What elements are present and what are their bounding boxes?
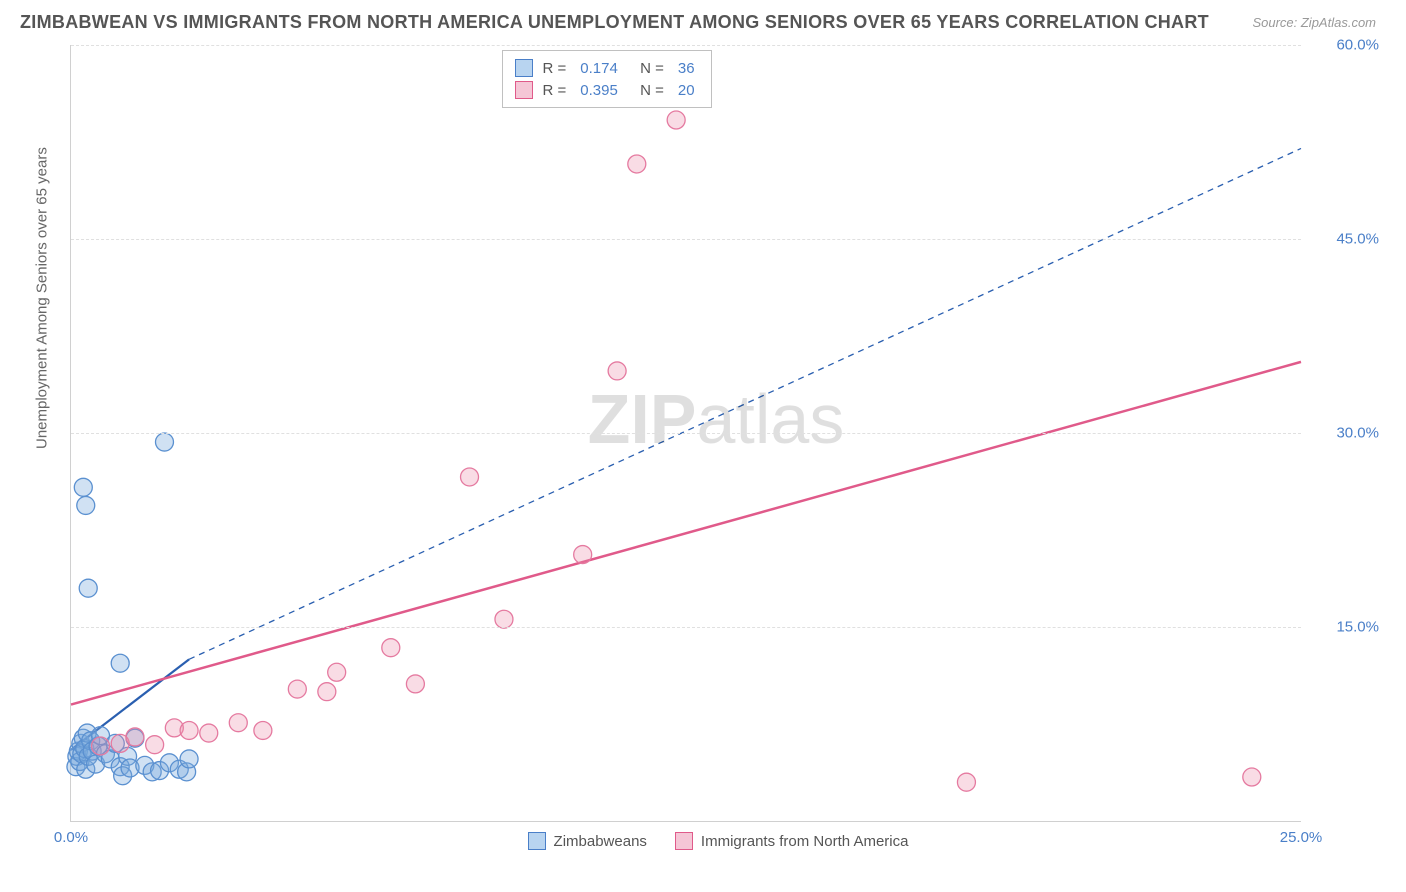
chart-container: Unemployment Among Seniors over 65 years… <box>50 45 1386 852</box>
chart-title: ZIMBABWEAN VS IMMIGRANTS FROM NORTH AMER… <box>20 12 1209 33</box>
legend-label: Immigrants from North America <box>701 833 909 850</box>
point-zimbabweans <box>180 750 198 768</box>
legend-swatch <box>528 832 546 850</box>
grid-line <box>71 239 1301 240</box>
stat-n-label: N = <box>632 60 664 77</box>
trend-line-immigrants-na <box>71 362 1301 705</box>
point-zimbabweans <box>155 433 173 451</box>
swatch-zimbabweans <box>515 59 533 77</box>
stats-box: R = 0.174 N = 36 R = 0.395 N = 20 <box>502 50 712 108</box>
grid-line <box>71 627 1301 628</box>
chart-header: ZIMBABWEAN VS IMMIGRANTS FROM NORTH AMER… <box>0 0 1406 41</box>
y-tick-label: 30.0% <box>1309 425 1379 442</box>
point-immigrants-na <box>495 610 513 628</box>
y-tick-label: 45.0% <box>1309 231 1379 248</box>
point-zimbabweans <box>79 579 97 597</box>
chart-source: Source: ZipAtlas.com <box>1252 15 1376 30</box>
point-immigrants-na <box>628 155 646 173</box>
point-immigrants-na <box>318 683 336 701</box>
point-immigrants-na <box>229 714 247 732</box>
stat-r-value: 0.395 <box>576 82 622 99</box>
grid-line <box>71 433 1301 434</box>
point-zimbabweans <box>111 654 129 672</box>
stat-n-label: N = <box>632 82 664 99</box>
y-axis-title: Unemployment Among Seniors over 65 years <box>34 147 51 449</box>
stat-r-label: R = <box>543 82 567 99</box>
stat-r-label: R = <box>543 60 567 77</box>
point-zimbabweans <box>77 496 95 514</box>
point-immigrants-na <box>461 468 479 486</box>
point-immigrants-na <box>1243 768 1261 786</box>
trend-ext-zimbabweans <box>189 148 1301 659</box>
stat-n-value: 36 <box>674 60 699 77</box>
stats-row-immigrants-na: R = 0.395 N = 20 <box>515 79 699 101</box>
y-tick-label: 15.0% <box>1309 619 1379 636</box>
point-immigrants-na <box>254 721 272 739</box>
legend-item: Zimbabweans <box>528 832 647 850</box>
point-immigrants-na <box>667 111 685 129</box>
y-tick-label: 60.0% <box>1309 37 1379 54</box>
point-immigrants-na <box>957 773 975 791</box>
point-immigrants-na <box>608 362 626 380</box>
plot-area: ZIPatlas R =0.174 N =36R =0.395 N =20 15… <box>70 45 1301 822</box>
point-immigrants-na <box>406 675 424 693</box>
point-immigrants-na <box>574 546 592 564</box>
legend-label: Zimbabweans <box>554 833 647 850</box>
stat-n-value: 20 <box>674 82 699 99</box>
point-immigrants-na <box>288 680 306 698</box>
legend-item: Immigrants from North America <box>675 832 909 850</box>
point-immigrants-na <box>382 639 400 657</box>
bottom-legend: Zimbabweans Immigrants from North America <box>50 832 1386 850</box>
point-immigrants-na <box>328 663 346 681</box>
point-immigrants-na <box>92 737 110 755</box>
point-immigrants-na <box>200 724 218 742</box>
point-immigrants-na <box>126 728 144 746</box>
stat-r-value: 0.174 <box>576 60 622 77</box>
point-immigrants-na <box>146 736 164 754</box>
stats-row-zimbabweans: R = 0.174 N = 36 <box>515 57 699 79</box>
point-immigrants-na <box>180 721 198 739</box>
point-zimbabweans <box>74 478 92 496</box>
grid-line <box>71 45 1301 46</box>
swatch-immigrants-na <box>515 81 533 99</box>
legend-swatch <box>675 832 693 850</box>
